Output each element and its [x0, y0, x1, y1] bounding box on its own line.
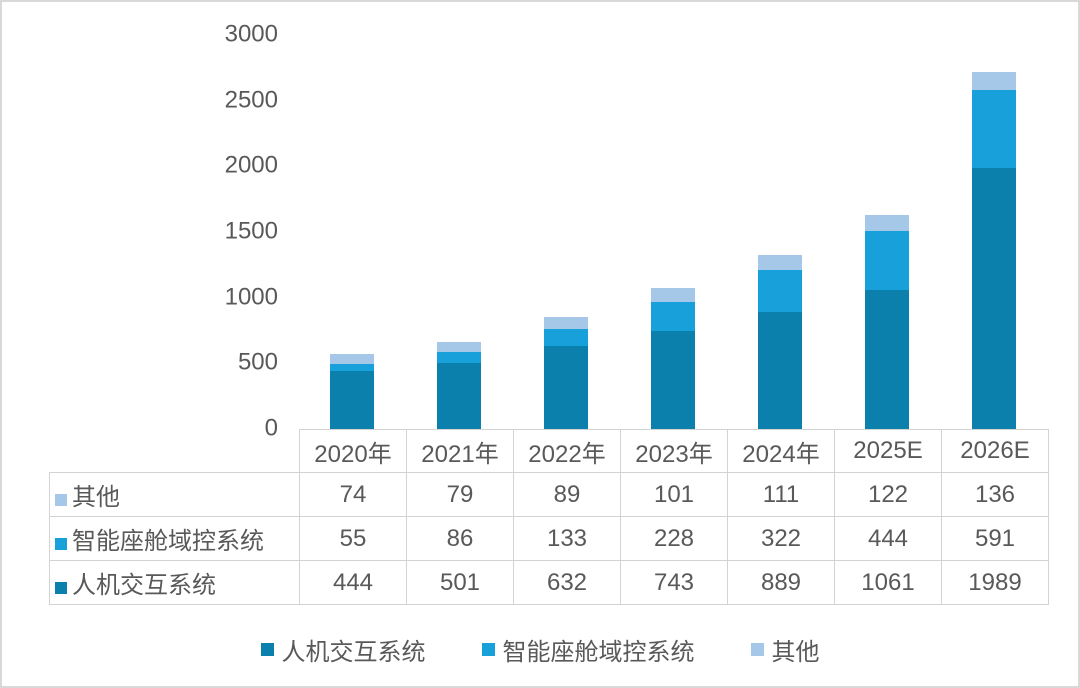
stacked-bar: [437, 341, 482, 429]
table-value-cell: 1061: [834, 560, 942, 605]
y-axis-tick-label: 2500: [224, 86, 278, 114]
bar-segment-智能座舱域控系统: [330, 363, 375, 371]
bar-column-2023年: [620, 35, 727, 429]
bar-segment-智能座舱域控系统: [864, 231, 909, 290]
bars-plot-area: [299, 35, 1047, 429]
data-table: 2020年 2021年 2022年 2023年 2024年 2025E 2026E 其他 74 7…: [49, 429, 1049, 605]
table-value-cell: 501: [406, 560, 514, 605]
legend-color-swatch-icon: [481, 642, 495, 656]
bar-segment-智能座舱域控系统: [437, 351, 482, 364]
series-color-swatch-icon: [55, 582, 67, 594]
legend-color-swatch-icon: [260, 642, 274, 656]
table-value-cell: 743: [620, 560, 728, 605]
bar-column-2025E: [833, 35, 940, 429]
table-header-cell: 2026E: [941, 429, 1049, 473]
legend-label: 人机交互系统: [281, 638, 426, 666]
bar-segment-其他: [651, 288, 695, 302]
bar-segment-人机交互系统: [651, 331, 695, 429]
y-axis-tick-label: 3000: [224, 20, 278, 48]
bar-segment-人机交互系统: [971, 167, 1016, 429]
table-row-label: 其他: [49, 472, 300, 517]
stacked-bar: [757, 255, 802, 429]
series-name-label: 其他: [72, 484, 120, 511]
series-name-label: 人机交互系统: [72, 572, 216, 599]
table-value-cell: 444: [834, 516, 942, 561]
bar-segment-人机交互系统: [437, 363, 482, 429]
legend-label: 智能座舱域控系统: [502, 638, 695, 666]
bar-column-2024年: [726, 35, 833, 429]
table-value-cell: 228: [620, 516, 728, 561]
bar-segment-人机交互系统: [330, 370, 375, 429]
table-header-cell: 2021年: [406, 429, 514, 473]
bar-column-2026E: [940, 35, 1047, 429]
stacked-bar: [971, 72, 1016, 429]
bar-segment-其他: [864, 215, 909, 232]
table-value-cell: 322: [727, 516, 835, 561]
bar-segment-智能座舱域控系统: [544, 328, 589, 346]
table-row-label: 智能座舱域控系统: [49, 516, 300, 561]
table-value-cell: 889: [727, 560, 835, 605]
table-row-智能座舱域控系统: 智能座舱域控系统 55 86 133 228 322 444 591: [49, 516, 1049, 561]
table-value-cell: 591: [941, 516, 1049, 561]
legend-item-其他: 其他: [750, 632, 820, 667]
table-corner-cell: [50, 430, 300, 473]
series-name-label: 智能座舱域控系统: [72, 528, 264, 555]
table-value-cell: 444: [299, 560, 407, 605]
table-header-cell: 2022年: [513, 429, 621, 473]
table-value-cell: 86: [406, 516, 514, 561]
stacked-bar: [651, 288, 695, 429]
stacked-bar: [330, 353, 375, 429]
stacked-bar: [544, 316, 589, 429]
stacked-bar: [864, 215, 909, 429]
bar-segment-其他: [544, 316, 589, 329]
table-value-cell: 101: [620, 472, 728, 517]
bar-segment-人机交互系统: [757, 312, 802, 429]
y-axis-tick-label: 1000: [224, 283, 278, 311]
table-value-cell: 89: [513, 472, 621, 517]
table-value-cell: 136: [941, 472, 1049, 517]
chart-legend: 人机交互系统 智能座舱域控系统 其他: [2, 632, 1078, 667]
bar-segment-其他: [330, 353, 375, 364]
bar-segment-智能座舱域控系统: [757, 269, 802, 313]
bar-segment-智能座舱域控系统: [651, 301, 695, 332]
bar-column-2020年: [299, 35, 406, 429]
table-value-cell: 55: [299, 516, 407, 561]
table-row-人机交互系统: 人机交互系统 444 501 632 743 889 1061 1989: [49, 560, 1049, 605]
bar-segment-其他: [971, 72, 1016, 91]
table-value-cell: 133: [513, 516, 621, 561]
y-axis-tick-label: 500: [237, 348, 278, 376]
bar-column-2021年: [406, 35, 513, 429]
legend-item-人机交互系统: 人机交互系统: [260, 632, 426, 667]
bar-segment-人机交互系统: [864, 289, 909, 429]
table-value-cell: 79: [406, 472, 514, 517]
y-axis-tick-label: 2000: [224, 151, 278, 179]
series-color-swatch-icon: [55, 494, 67, 506]
table-row-其他: 其他 74 79 89 101 111 122 136: [49, 472, 1049, 517]
table-header-cell: 2025E: [834, 429, 942, 473]
table-value-cell: 1989: [941, 560, 1049, 605]
bar-segment-人机交互系统: [544, 346, 589, 429]
table-value-cell: 632: [513, 560, 621, 605]
legend-label: 其他: [771, 638, 820, 666]
bar-segment-其他: [437, 341, 482, 352]
table-value-cell: 111: [727, 472, 835, 517]
table-value-cell: 74: [299, 472, 407, 517]
table-header-cell: 2024年: [727, 429, 835, 473]
bar-segment-其他: [757, 255, 802, 270]
y-axis-tick-label: 1500: [224, 217, 278, 245]
table-header-cell: 2020年: [299, 429, 407, 473]
legend-item-智能座舱域控系统: 智能座舱域控系统: [481, 632, 695, 667]
table-row-label: 人机交互系统: [49, 560, 300, 605]
bar-column-2022年: [513, 35, 620, 429]
legend-color-swatch-icon: [750, 642, 764, 656]
bar-segment-智能座舱域控系统: [971, 90, 1016, 168]
table-header-cell: 2023年: [620, 429, 728, 473]
y-axis-tick-label: 0: [264, 414, 278, 442]
table-header-row: 2020年 2021年 2022年 2023年 2024年 2025E 2026E: [50, 429, 1049, 473]
series-color-swatch-icon: [55, 538, 67, 550]
table-value-cell: 122: [834, 472, 942, 517]
